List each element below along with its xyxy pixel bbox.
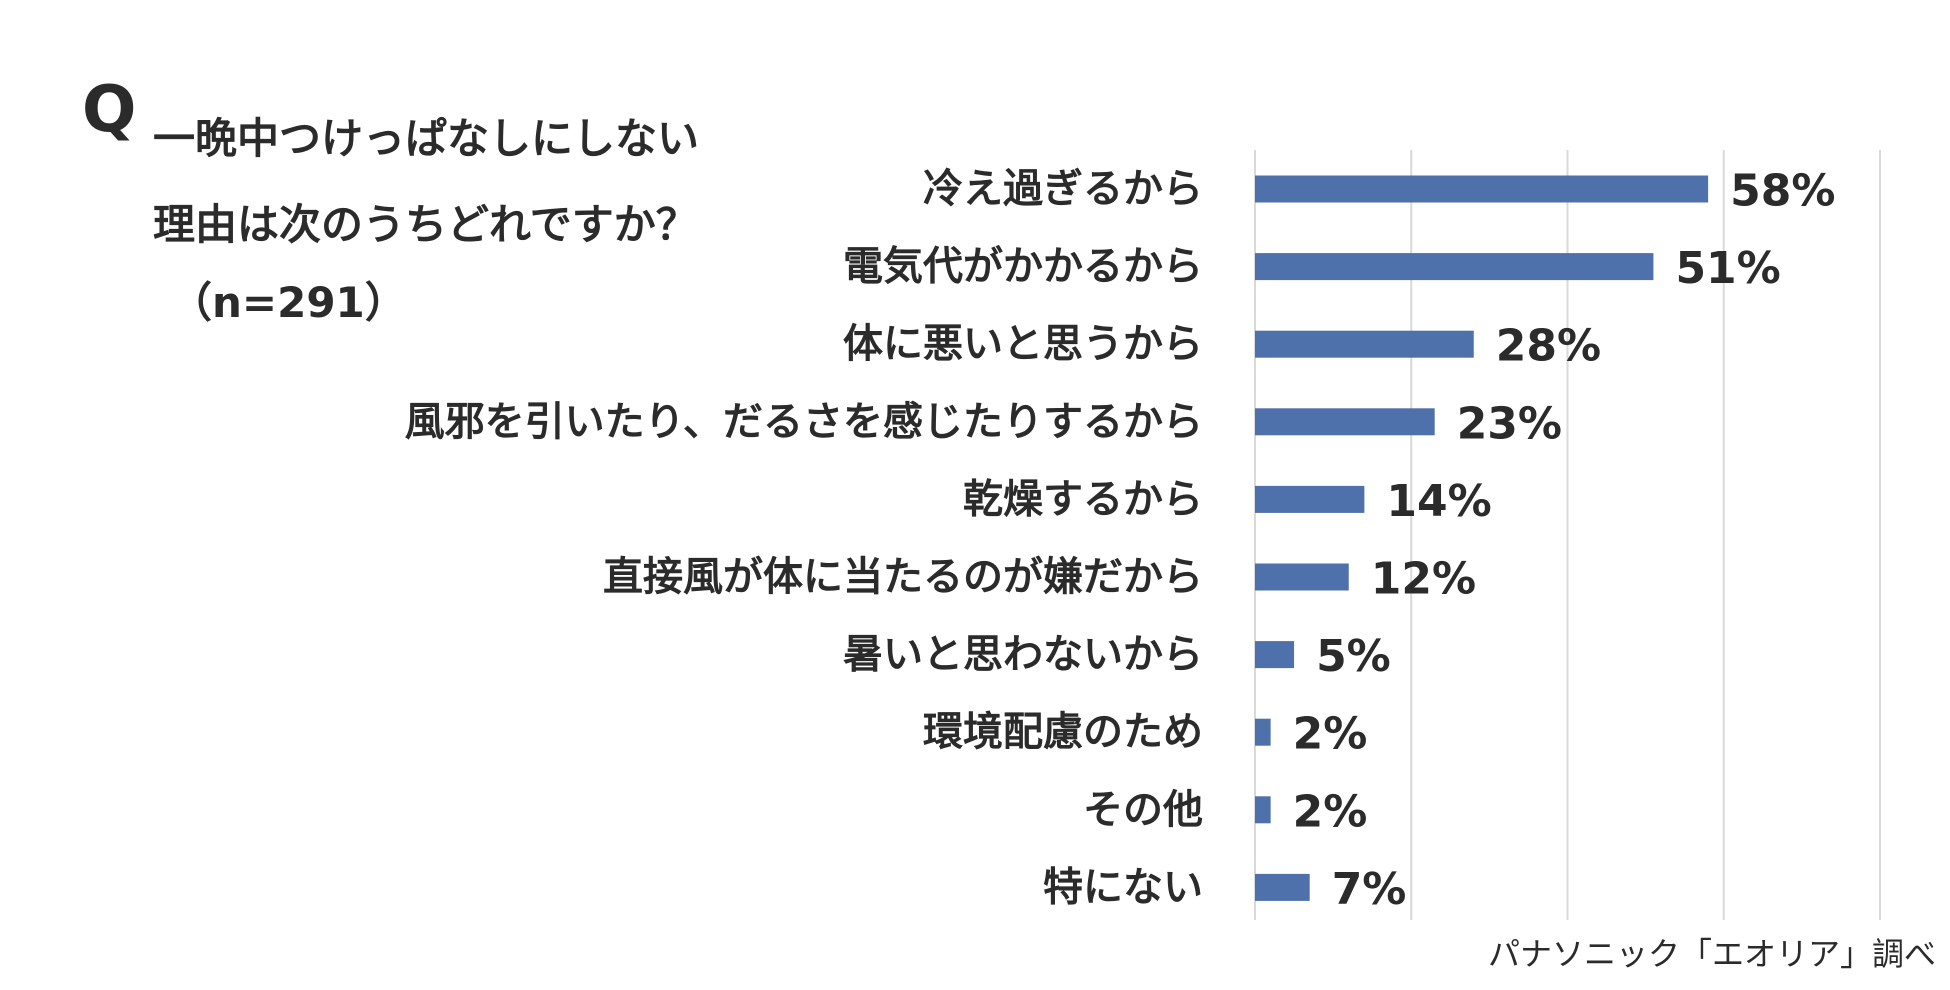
question-mark-q: Q — [82, 73, 137, 147]
source-credit: パナソニック「エオリア」調べ — [1487, 935, 1936, 973]
bar — [1255, 796, 1271, 824]
category-label: その他 — [1083, 787, 1203, 833]
category-label: 冷え過ぎるから — [923, 166, 1203, 212]
bar — [1255, 718, 1271, 746]
bar — [1255, 253, 1654, 281]
bar — [1255, 563, 1349, 591]
question-text-line1: 一晩中つけっぱなしにしない — [153, 114, 700, 163]
bar — [1255, 175, 1709, 203]
value-label: 28% — [1496, 321, 1601, 372]
category-label: 体に悪いと思うから — [843, 321, 1203, 367]
value-label: 14% — [1386, 476, 1491, 527]
category-label: 直接風が体に当たるのが嫌だから — [603, 554, 1203, 600]
value-label: 2% — [1293, 709, 1368, 760]
bar — [1255, 485, 1365, 513]
bar — [1255, 330, 1474, 358]
question-text-line2: 理由は次のうちどれですか？ — [153, 200, 698, 249]
value-label: 12% — [1371, 554, 1476, 605]
category-label: 暑いと思わないから — [843, 632, 1203, 678]
value-label: 23% — [1457, 398, 1562, 449]
bar — [1255, 873, 1310, 901]
category-label: 電気代がかかるから — [843, 244, 1203, 290]
bar — [1255, 641, 1295, 669]
bar — [1255, 408, 1435, 436]
value-label: 7% — [1332, 864, 1407, 915]
category-label: 風邪を引いたり、だるさを感じたりするから — [405, 399, 1203, 445]
sample-size: （n=291） — [170, 278, 407, 327]
value-label: 2% — [1293, 786, 1368, 837]
value-label: 51% — [1675, 243, 1780, 294]
value-label: 58% — [1730, 166, 1835, 217]
category-label: 環境配慮のため — [923, 709, 1203, 755]
category-label: 乾燥するから — [963, 476, 1203, 522]
value-label: 5% — [1316, 631, 1391, 682]
category-label: 特にない — [1043, 864, 1203, 910]
